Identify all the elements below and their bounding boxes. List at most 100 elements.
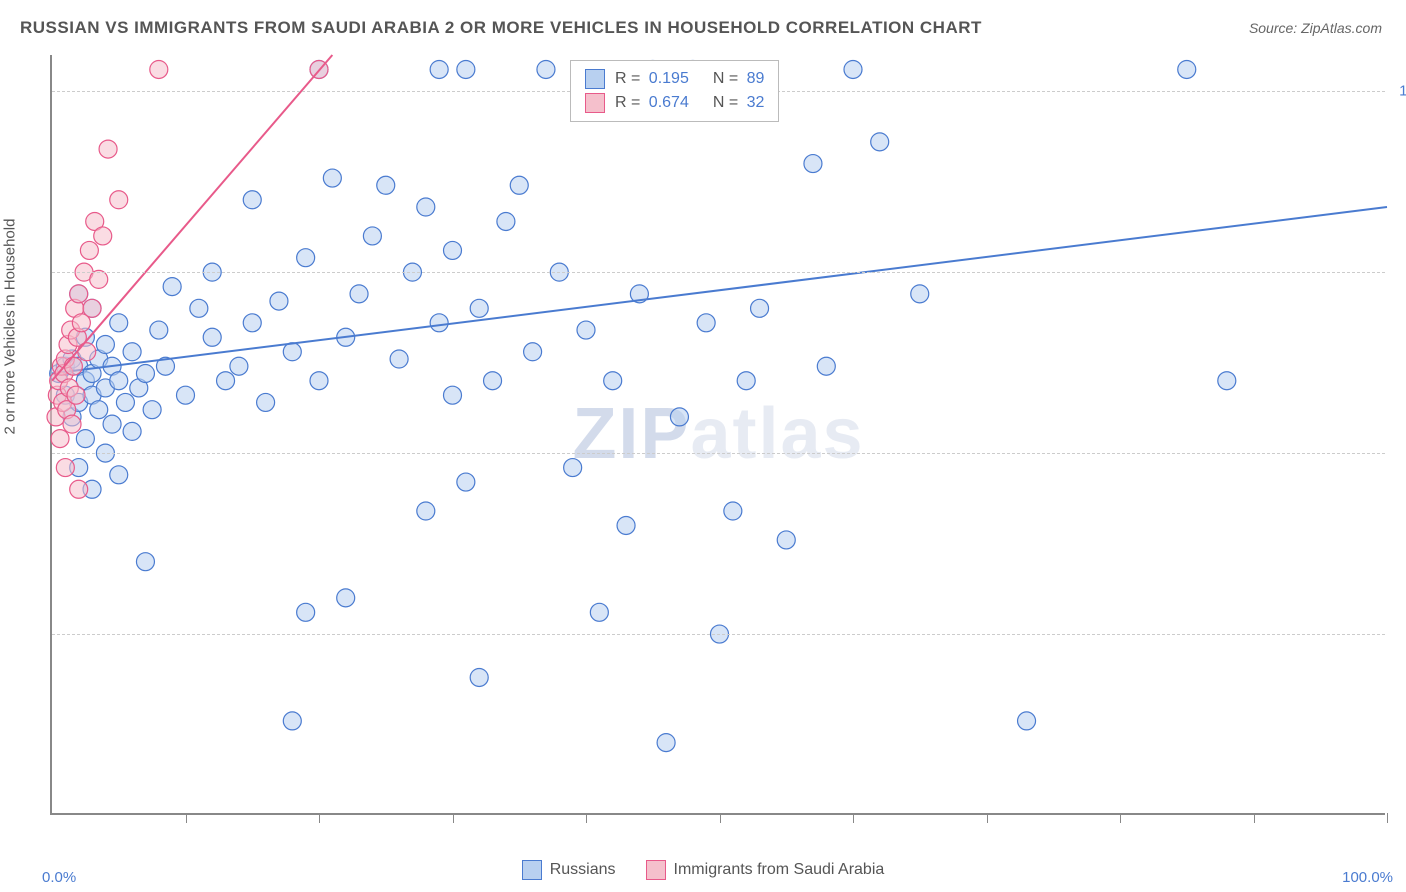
gridline — [52, 453, 1385, 454]
data-point — [143, 401, 161, 419]
data-point — [604, 372, 622, 390]
data-point — [590, 603, 608, 621]
data-point — [80, 241, 98, 259]
data-point — [150, 60, 168, 78]
data-point — [177, 386, 195, 404]
data-point — [123, 343, 141, 361]
data-point — [230, 357, 248, 375]
data-point — [99, 140, 117, 158]
y-axis-label: 2 or more Vehicles in Household — [2, 219, 19, 435]
data-point — [51, 430, 69, 448]
data-point — [110, 191, 128, 209]
legend-r: R = 0.674 — [615, 94, 689, 112]
source-label: Source: ZipAtlas.com — [1249, 20, 1382, 36]
data-point — [430, 60, 448, 78]
data-point — [817, 357, 835, 375]
x-tick — [720, 813, 721, 823]
data-point — [1018, 712, 1036, 730]
data-point — [96, 336, 114, 354]
data-point — [150, 321, 168, 339]
data-point — [56, 459, 74, 477]
data-point — [83, 299, 101, 317]
data-point — [90, 401, 108, 419]
data-point — [70, 480, 88, 498]
x-tick — [586, 813, 587, 823]
data-point — [390, 350, 408, 368]
legend-swatch — [585, 69, 605, 89]
x-tick — [453, 813, 454, 823]
data-point — [564, 459, 582, 477]
legend-swatch — [646, 860, 666, 880]
legend-correlation: R = 0.195N = 89R = 0.674N = 32 — [570, 60, 779, 122]
data-point — [524, 343, 542, 361]
data-point — [417, 502, 435, 520]
x-tick — [1120, 813, 1121, 823]
data-point — [617, 516, 635, 534]
data-point — [1218, 372, 1236, 390]
data-point — [510, 176, 528, 194]
y-tick-label: 25.0% — [1390, 626, 1406, 643]
data-point — [470, 668, 488, 686]
legend-n: N = 32 — [713, 94, 765, 112]
legend-item: Russians — [522, 860, 616, 880]
data-point — [350, 285, 368, 303]
data-point — [310, 372, 328, 390]
x-tick — [319, 813, 320, 823]
data-point — [283, 343, 301, 361]
data-point — [417, 198, 435, 216]
data-point — [751, 299, 769, 317]
data-point — [444, 241, 462, 259]
data-point — [110, 372, 128, 390]
data-point — [136, 553, 154, 571]
data-point — [871, 133, 889, 151]
legend-swatch — [522, 860, 542, 880]
data-point — [363, 227, 381, 245]
y-tick-label: 50.0% — [1390, 445, 1406, 462]
trend-line — [52, 207, 1387, 373]
data-point — [163, 278, 181, 296]
data-point — [257, 393, 275, 411]
y-tick-label: 100.0% — [1390, 83, 1406, 100]
data-point — [110, 314, 128, 332]
legend-series: Russians Immigrants from Saudi Arabia — [0, 860, 1406, 880]
data-point — [78, 343, 96, 361]
gridline — [52, 272, 1385, 273]
data-point — [67, 386, 85, 404]
data-point — [297, 249, 315, 267]
data-point — [136, 364, 154, 382]
x-tick — [1254, 813, 1255, 823]
data-point — [911, 285, 929, 303]
data-point — [537, 60, 555, 78]
data-point — [444, 386, 462, 404]
data-point — [470, 299, 488, 317]
data-point — [297, 603, 315, 621]
legend-item: Immigrants from Saudi Arabia — [646, 860, 885, 880]
data-point — [64, 357, 82, 375]
data-point — [76, 430, 94, 448]
data-point — [323, 169, 341, 187]
data-point — [123, 422, 141, 440]
y-tick-label: 75.0% — [1390, 264, 1406, 281]
data-point — [724, 502, 742, 520]
x-tick — [186, 813, 187, 823]
data-point — [697, 314, 715, 332]
data-point — [844, 60, 862, 78]
data-point — [457, 473, 475, 491]
data-point — [243, 191, 261, 209]
legend-label: Russians — [550, 861, 616, 879]
data-point — [484, 372, 502, 390]
x-tick — [987, 813, 988, 823]
data-point — [657, 734, 675, 752]
data-point — [217, 372, 235, 390]
data-point — [203, 328, 221, 346]
chart-title: RUSSIAN VS IMMIGRANTS FROM SAUDI ARABIA … — [20, 18, 982, 38]
legend-swatch — [585, 93, 605, 113]
data-point — [190, 299, 208, 317]
x-tick — [1387, 813, 1388, 823]
data-point — [577, 321, 595, 339]
data-point — [270, 292, 288, 310]
data-point — [103, 415, 121, 433]
data-point — [777, 531, 795, 549]
data-point — [116, 393, 134, 411]
data-point — [737, 372, 755, 390]
